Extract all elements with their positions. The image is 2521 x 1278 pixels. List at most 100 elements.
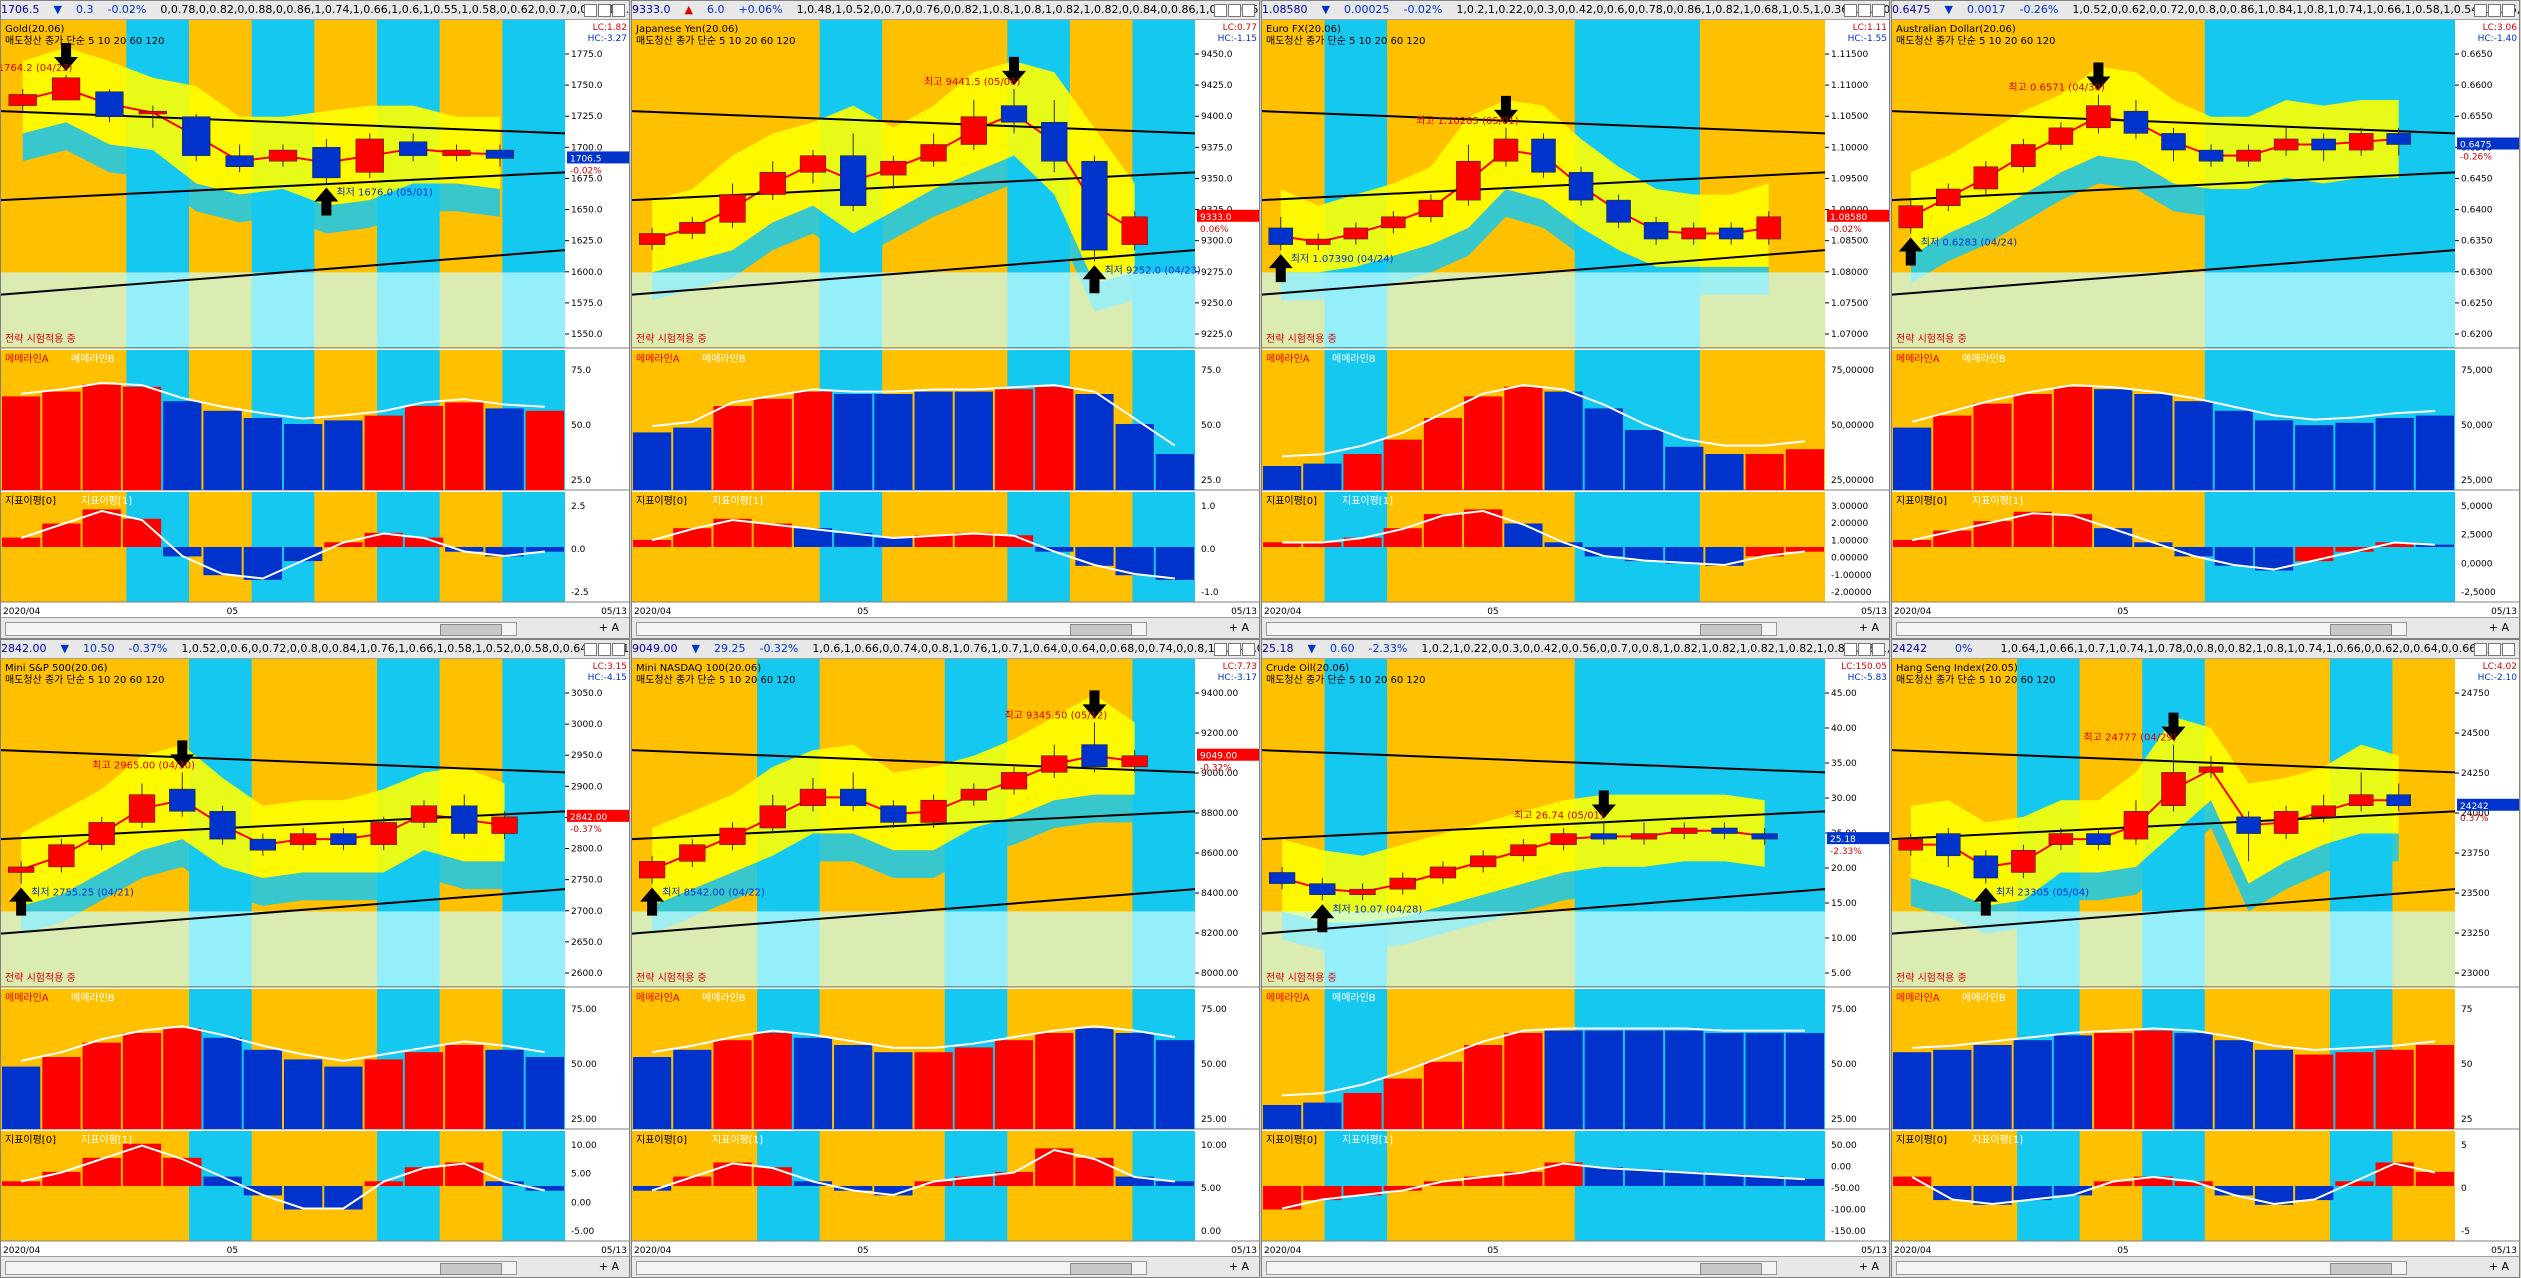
candle [1898, 205, 1924, 229]
chart-area[interactable]: Australian Dollar(20.06) 매도청산 종가 단순 5 10 … [1892, 20, 2519, 618]
min-button[interactable] [1872, 643, 1885, 656]
zoom-controls[interactable]: + A [1858, 621, 1879, 634]
oscillator-bar [1155, 1181, 1194, 1186]
min-button[interactable] [612, 643, 625, 656]
lc-value: LC:150.05 [1841, 662, 1887, 672]
price-value: 9049.00 [632, 642, 678, 655]
restore-button[interactable] [1228, 643, 1241, 656]
close-button[interactable] [2474, 4, 2487, 17]
chart-panel-sp[interactable]: 2842.00 ▼ 10.50 -0.37% 1,0.52,0,0.6,0,0.72,0… [0, 639, 630, 1278]
horizontal-scrollbar[interactable] [1266, 622, 1777, 636]
zoom-controls[interactable]: + A [1228, 621, 1249, 634]
scroll-thumb[interactable] [1700, 1263, 1762, 1275]
chart-panel-jpy[interactable]: 9333.0 ▲ 6.0 +0.06% 1,0.48,1,0.52,0,0.7,0,0.… [631, 0, 1260, 639]
date-mid: 05 [227, 607, 238, 617]
current-price-tag [2457, 798, 2519, 811]
zoom-controls[interactable]: + A [2488, 1260, 2509, 1273]
chart-panel-aud[interactable]: 0.6475 ▼ 0.0017 -0.26% 1,0.52,0,0.62,0,0.72,… [1891, 0, 2520, 639]
min-button[interactable] [1872, 4, 1885, 17]
horizontal-scrollbar[interactable] [636, 622, 1147, 636]
chart-area[interactable]: Euro FX(20.06) 매도청산 종가 단순 5 10 20 60 120 최… [1262, 20, 1889, 618]
horizontal-scrollbar[interactable] [5, 1261, 517, 1275]
chart-area[interactable]: Mini NASDAQ 100(20.06) 매도청산 종가 단순 5 10 20… [632, 659, 1259, 1257]
date-mid: 05 [2117, 607, 2128, 617]
current-price-label: 2842.00 [570, 813, 607, 823]
horizontal-scrollbar[interactable] [5, 622, 517, 636]
volume-value: 1,0.52,0,0.6,0,0.72,0,0.8,0,0.84,1,0.76,… [181, 642, 629, 655]
close-button[interactable] [584, 643, 597, 656]
horizontal-scrollbar[interactable] [1266, 1261, 1777, 1275]
close-button[interactable] [2474, 643, 2487, 656]
instrument-name: Gold(20.06) [5, 24, 65, 35]
scroll-thumb[interactable] [2330, 624, 2392, 636]
chart-area[interactable]: Mini S&P 500(20.06) 매도청산 종가 단순 5 10 20 60… [1, 659, 629, 1257]
min-button[interactable] [2502, 4, 2515, 17]
close-button[interactable] [1844, 643, 1857, 656]
min-button[interactable] [1242, 643, 1255, 656]
scroll-thumb[interactable] [1700, 624, 1762, 636]
price-value: 24242 [1892, 642, 1927, 655]
chart-panel-gold[interactable]: 1706.5 ▼ 0.3 -0.02% 0,0.78,0,0.82,0,0.88,0,0… [0, 0, 630, 639]
chart-area[interactable]: Crude Oil(20.06) 매도청산 종가 단순 5 10 20 60 12… [1262, 659, 1889, 1257]
chart-area[interactable]: Gold(20.06)매도청산 종가 단순 5 10 20 60 120 최고 1… [1, 20, 629, 618]
chart-panel-nq[interactable]: 9049.00 ▼ 29.25 -0.32% 1,0.6,1,0.66,0,0.74,0… [631, 639, 1260, 1278]
scroll-thumb[interactable] [440, 1263, 502, 1275]
close-button[interactable] [1214, 4, 1227, 17]
volume-bar [2013, 1040, 2052, 1129]
candle [2123, 110, 2149, 134]
restore-button[interactable] [2488, 4, 2501, 17]
scroll-thumb[interactable] [1070, 1263, 1132, 1275]
volume-bar [914, 391, 953, 490]
volume-value: 1,0.2,1,0.22,0,0.3,0,0.42,0,0.6,0,0.78,0… [1456, 3, 1889, 16]
horizontal-scrollbar[interactable] [1896, 1261, 2407, 1275]
horizontal-scrollbar[interactable] [636, 1261, 1147, 1275]
axis-panel [565, 492, 629, 602]
chart-area[interactable]: Hang Seng Index(20.05) 매도청산 종가 단순 5 10 20… [1892, 659, 2519, 1257]
candle [1493, 138, 1519, 162]
scroll-thumb[interactable] [2330, 1263, 2392, 1275]
candle [485, 149, 515, 159]
restore-button[interactable] [598, 643, 611, 656]
volume-bar [163, 401, 202, 490]
date-end: 05/13 [1861, 607, 1887, 617]
min-button[interactable] [1242, 4, 1255, 17]
change-arrow: ▼ [60, 642, 69, 655]
oscillator-bar [1933, 1186, 1972, 1201]
scroll-thumb[interactable] [1070, 624, 1132, 636]
restore-button[interactable] [2488, 643, 2501, 656]
price-value: 1.08580 [1262, 3, 1308, 16]
min-button[interactable] [612, 4, 625, 17]
close-button[interactable] [1214, 643, 1227, 656]
close-button[interactable] [1844, 4, 1857, 17]
instrument-name: Japanese Yen(20.06) [635, 24, 738, 35]
restore-button[interactable] [1228, 4, 1241, 17]
osc-tick-label: -5.00 [571, 1227, 595, 1237]
zoom-controls[interactable]: + A [598, 1260, 619, 1273]
zoom-controls[interactable]: + A [1858, 1260, 1879, 1273]
horizontal-scrollbar[interactable] [1896, 622, 2407, 636]
scroll-thumb[interactable] [440, 624, 502, 636]
chart-panel-cl[interactable]: 25.18 ▼ 0.60 -2.33% 1,0.2,1,0.22,0,0.3,0,0.4… [1261, 639, 1890, 1278]
chart-area[interactable]: Japanese Yen(20.06) 매도청산 종가 단순 5 10 20 60… [632, 20, 1259, 618]
axis-panel [1825, 350, 1889, 490]
oscillator-bar [834, 1186, 873, 1191]
osc-tick-label: -1.00000 [1831, 571, 1872, 581]
zoom-controls[interactable]: + A [598, 621, 619, 634]
restore-button[interactable] [1858, 4, 1871, 17]
restore-button[interactable] [1858, 643, 1871, 656]
min-button[interactable] [2502, 643, 2515, 656]
restore-button[interactable] [598, 4, 611, 17]
zoom-controls[interactable]: + A [2488, 621, 2509, 634]
zoom-controls[interactable]: + A [1228, 1260, 1249, 1273]
close-button[interactable] [584, 4, 597, 17]
volume-bar [2415, 1045, 2454, 1129]
chart-panel-hsi[interactable]: 24242 0% 1,0.64,1,0.66,1,0.7,1,0.74,1,0.78… [1891, 639, 2520, 1278]
oscillator-bar [1504, 523, 1543, 547]
oscillator-bar [2214, 547, 2253, 566]
change-value: 10.50 [82, 642, 115, 655]
ma-line-trend [632, 249, 1196, 296]
volume-bar [713, 406, 752, 490]
chart-panel-eur[interactable]: 1.08580 ▼ 0.00025 -0.02% 1,0.2,1,0.22,0,0.3,… [1261, 0, 1890, 639]
volume-tick-label: 75.00 [1201, 1005, 1227, 1015]
